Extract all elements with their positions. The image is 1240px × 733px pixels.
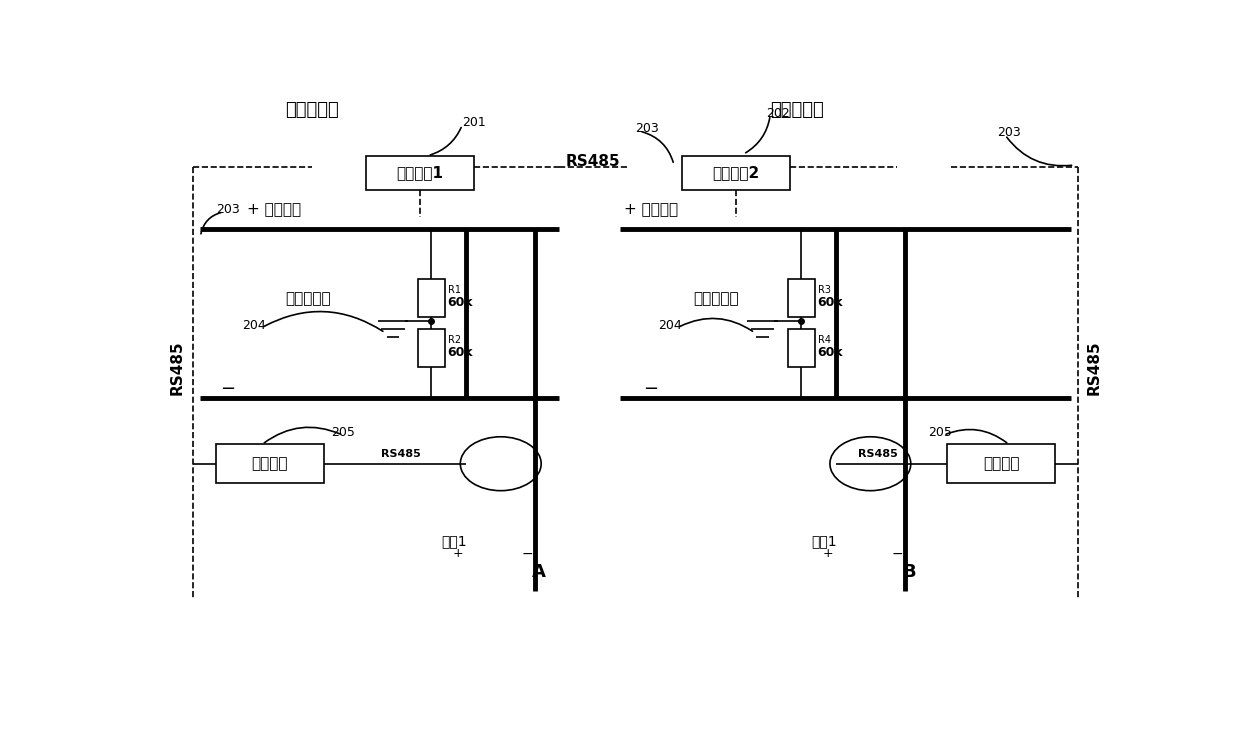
Text: 204: 204 <box>658 319 682 331</box>
Text: 203: 203 <box>635 122 660 136</box>
Text: RS485: RS485 <box>1086 340 1101 395</box>
Text: 绕缘监杔1: 绕缘监杔1 <box>397 166 444 180</box>
Text: RS485: RS485 <box>381 449 420 460</box>
Text: 202: 202 <box>766 107 790 120</box>
Text: A: A <box>532 562 546 581</box>
Text: 204: 204 <box>243 319 267 331</box>
Text: 203: 203 <box>997 126 1022 139</box>
Bar <box>787 279 815 317</box>
Text: 采集模块: 采集模块 <box>252 456 288 471</box>
Text: 205: 205 <box>928 427 951 439</box>
Text: 第二段母线: 第二段母线 <box>770 100 825 119</box>
Text: RS485: RS485 <box>858 449 898 460</box>
Text: 第一段母线: 第一段母线 <box>285 100 339 119</box>
Text: RS485: RS485 <box>170 340 185 395</box>
Text: 60k: 60k <box>448 295 472 309</box>
Text: 采集模块: 采集模块 <box>983 456 1019 471</box>
Text: −: − <box>219 380 234 398</box>
Text: R3: R3 <box>817 285 831 295</box>
Text: 平衡桥电阵: 平衡桥电阵 <box>693 291 739 306</box>
Bar <box>682 155 790 191</box>
Text: 60k: 60k <box>448 345 472 358</box>
Text: R2: R2 <box>448 335 461 345</box>
Bar <box>366 155 474 191</box>
Bar <box>947 444 1055 483</box>
Text: + 直流母线: + 直流母线 <box>247 202 301 217</box>
Text: RS485: RS485 <box>565 154 620 169</box>
Bar <box>787 329 815 367</box>
Bar <box>418 279 445 317</box>
Text: 201: 201 <box>463 116 486 129</box>
Text: + 直流母线: + 直流母线 <box>624 202 678 217</box>
Bar <box>418 329 445 367</box>
Text: 平衡桥电阵: 平衡桥电阵 <box>285 291 331 306</box>
Text: +: + <box>822 548 833 560</box>
Text: 203: 203 <box>216 203 239 216</box>
Text: −: − <box>892 547 903 561</box>
Text: 绕缘监杔2: 绕缘监杔2 <box>712 166 759 180</box>
Text: 205: 205 <box>331 427 355 439</box>
Text: −: − <box>644 380 658 398</box>
Text: 60k: 60k <box>817 345 842 358</box>
Text: 支路1: 支路1 <box>811 534 837 548</box>
Text: R1: R1 <box>448 285 461 295</box>
Bar <box>216 444 324 483</box>
Text: 60k: 60k <box>817 295 842 309</box>
Text: 支路1: 支路1 <box>441 534 467 548</box>
Text: −: − <box>522 547 533 561</box>
Text: +: + <box>453 548 464 560</box>
Text: R4: R4 <box>817 335 831 345</box>
Text: B: B <box>901 562 915 581</box>
